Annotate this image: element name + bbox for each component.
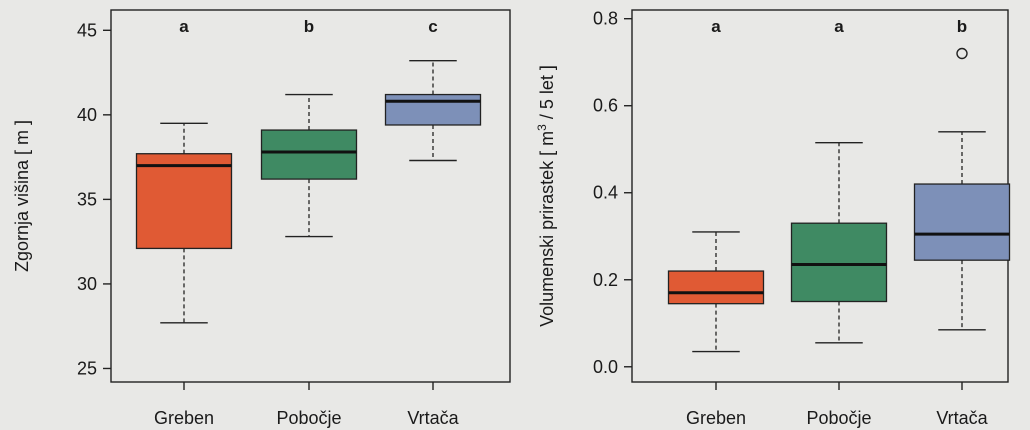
significance-letter: b: [957, 17, 967, 36]
box-iqr: [667, 270, 765, 305]
y-tick-label: 35: [77, 189, 97, 209]
left-boxplot-panel: 25 30 35 40 45 Greben Pobočje Vrtača Zgornja viš…: [12, 9, 511, 428]
y-axis-title: Zgornja višina [ m ]: [12, 120, 32, 272]
significance-letter: a: [711, 17, 721, 36]
x-category-label: Greben: [686, 408, 746, 428]
y-axis-title: Volumenski prirastek [ m3 / 5 let ]: [535, 65, 557, 327]
x-category-label: Greben: [154, 408, 214, 428]
y-tick-label: 40: [77, 105, 97, 125]
y-tick-label: 30: [77, 274, 97, 294]
y-tick-label: 25: [77, 358, 97, 378]
box-iqr: [135, 153, 233, 250]
y-tick-label: 45: [77, 20, 97, 40]
significance-letter: a: [179, 17, 189, 36]
y-tick-label: 0.0: [593, 357, 618, 377]
outlier-point: [956, 47, 968, 60]
y-tick-label: 0.2: [593, 270, 618, 290]
box-iqr: [913, 183, 1011, 261]
box-iqr: [790, 222, 888, 303]
x-category-label: Pobočje: [276, 408, 341, 428]
right-boxplot-panel: 0.0 0.2 0.4 0.6 0.8 Greben Pobočje Vrtača Volume…: [535, 9, 1011, 428]
y-tick-label: 0.4: [593, 183, 618, 203]
y-tick-label: 0.6: [593, 96, 618, 116]
plot-frame: [110, 9, 511, 383]
y-axis-title-main: Volumenski prirastek [ m: [537, 131, 557, 327]
y-axis-title-tail: / 5 let ]: [537, 65, 557, 124]
significance-letter: a: [834, 17, 844, 36]
box-iqr: [384, 93, 482, 126]
box-iqr: [260, 129, 358, 180]
x-category-label: Pobočje: [806, 408, 871, 428]
y-axis-title-superscript: 3: [535, 124, 549, 131]
significance-letter: b: [304, 17, 314, 36]
y-tick-label: 0.8: [593, 9, 618, 29]
significance-letter: c: [428, 17, 437, 36]
x-category-label: Vrtača: [936, 408, 988, 428]
x-category-label: Vrtača: [407, 408, 459, 428]
